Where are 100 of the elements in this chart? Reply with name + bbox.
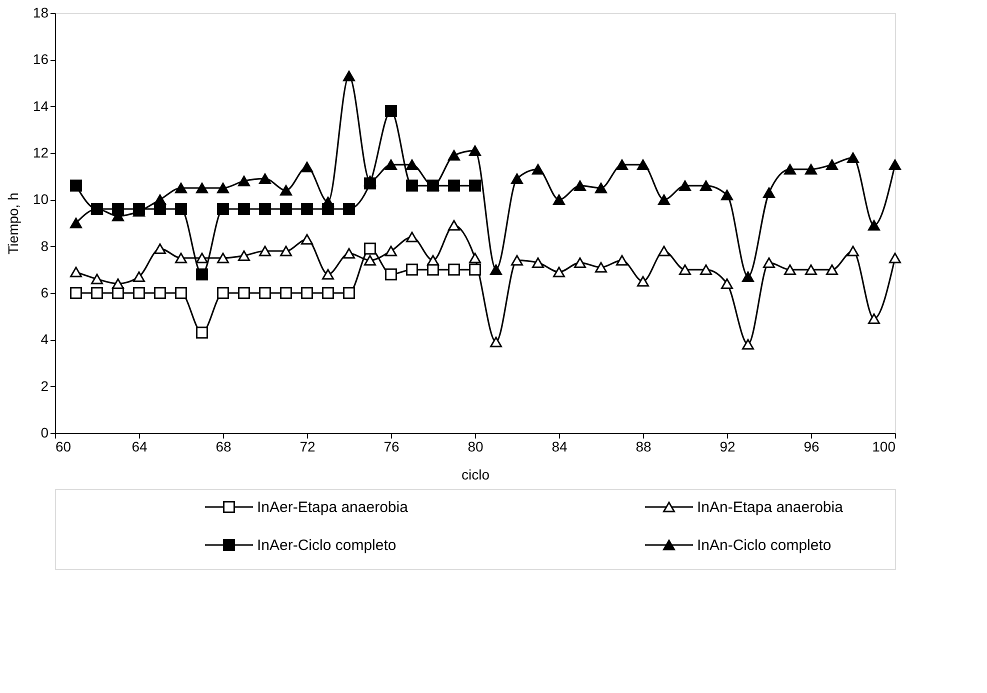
point <box>196 182 208 194</box>
point <box>217 203 229 215</box>
point <box>868 313 880 324</box>
y-tick-label: 0 <box>40 424 49 440</box>
point <box>280 246 292 256</box>
point <box>91 287 103 299</box>
point <box>532 257 544 268</box>
point <box>889 159 901 170</box>
point <box>259 203 271 215</box>
point <box>322 196 334 208</box>
point <box>742 271 754 282</box>
x-axis-title: ciclo <box>461 466 490 482</box>
point <box>763 187 775 198</box>
point <box>217 182 229 194</box>
point <box>406 264 418 276</box>
point <box>406 180 418 192</box>
point <box>70 180 82 192</box>
point <box>805 264 817 275</box>
point <box>868 220 880 231</box>
point <box>175 182 187 194</box>
point <box>469 252 481 264</box>
y-tick-label: 14 <box>32 98 49 114</box>
point <box>511 173 523 184</box>
point <box>448 180 460 192</box>
y-axis-title: Tiempo, h <box>4 192 21 254</box>
point <box>448 264 460 276</box>
point <box>406 159 418 170</box>
point <box>637 159 649 170</box>
point <box>490 336 502 348</box>
x-tick-label: 92 <box>720 438 736 454</box>
point <box>553 194 565 205</box>
point <box>469 180 481 192</box>
x-tick-label: 72 <box>300 438 316 454</box>
point <box>889 252 901 264</box>
point <box>217 252 229 264</box>
point <box>154 194 166 205</box>
point <box>805 164 817 175</box>
point <box>553 266 565 278</box>
point <box>595 182 607 194</box>
point <box>385 246 397 256</box>
point <box>847 246 859 256</box>
point <box>175 287 187 299</box>
point <box>322 287 334 299</box>
y-tick-label: 6 <box>40 284 49 300</box>
point <box>175 203 187 215</box>
point <box>175 252 187 264</box>
point <box>700 180 712 191</box>
point <box>259 287 271 299</box>
point <box>133 287 145 299</box>
legend-label: InAn-Ciclo completo <box>697 537 832 554</box>
point <box>679 264 691 275</box>
point <box>448 150 460 161</box>
point <box>70 266 82 278</box>
point <box>238 287 250 299</box>
x-tick-label: 76 <box>384 438 400 454</box>
y-tick-label: 10 <box>32 191 49 208</box>
point <box>826 159 838 170</box>
point <box>574 257 586 268</box>
point <box>511 255 523 266</box>
point <box>238 176 250 186</box>
point <box>301 287 313 299</box>
point <box>70 218 82 228</box>
point <box>784 164 796 175</box>
point <box>826 264 838 275</box>
point <box>343 287 355 299</box>
point <box>196 326 208 339</box>
point <box>637 276 649 287</box>
point <box>112 278 124 289</box>
point <box>112 203 124 215</box>
y-tick-label: 12 <box>32 144 49 160</box>
point <box>217 287 229 299</box>
point <box>196 252 208 264</box>
point <box>406 232 418 242</box>
point <box>196 268 208 280</box>
point <box>595 262 607 273</box>
point <box>238 203 250 215</box>
point <box>427 255 439 266</box>
point <box>763 257 775 268</box>
point <box>679 180 691 191</box>
point <box>154 243 166 254</box>
point <box>448 220 460 231</box>
point <box>469 145 481 156</box>
point <box>343 70 355 82</box>
point <box>301 234 313 245</box>
point <box>385 105 397 117</box>
point <box>364 242 376 255</box>
point <box>70 287 82 299</box>
point <box>742 339 754 350</box>
point <box>301 162 313 172</box>
point <box>364 176 376 186</box>
point <box>721 278 733 289</box>
point <box>133 271 145 282</box>
point <box>847 152 859 163</box>
y-tick-label: 4 <box>40 331 49 348</box>
point <box>343 248 355 259</box>
legend-label: InAer-Ciclo completo <box>257 537 396 554</box>
y-tick-label: 18 <box>32 4 49 20</box>
point <box>364 255 376 266</box>
x-tick-label: 80 <box>468 438 484 454</box>
y-tick-label: 8 <box>40 238 49 254</box>
